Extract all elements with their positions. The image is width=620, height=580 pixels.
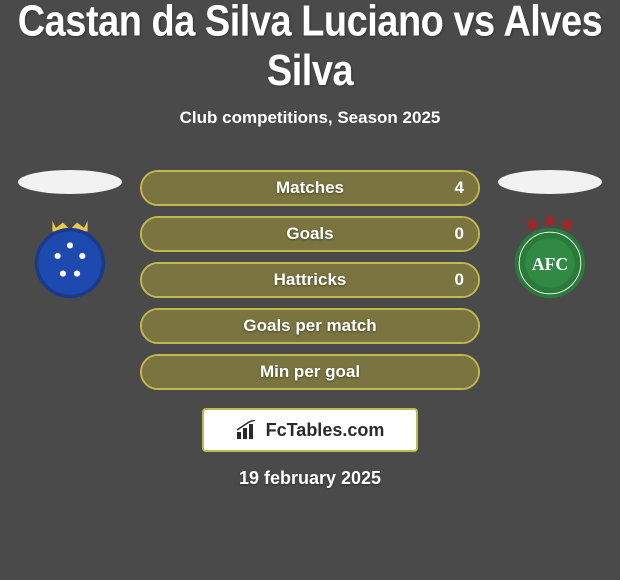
cruzeiro-badge-icon	[21, 212, 119, 300]
stat-label: Goals per match	[243, 316, 376, 336]
date-text: 19 february 2025	[0, 468, 620, 489]
left-player-ellipse	[18, 170, 122, 194]
svg-text:AFC: AFC	[532, 254, 568, 274]
stat-pill-mpg: Min per goal	[140, 354, 480, 390]
chart-bars-icon	[236, 420, 260, 440]
stat-pill-hattricks: Hattricks 0	[140, 262, 480, 298]
page-title: Castan da Silva Luciano vs Alves Silva	[0, 0, 620, 96]
right-player-ellipse	[498, 170, 602, 194]
right-club-badge: AFC	[501, 212, 599, 300]
left-club-badge	[21, 212, 119, 300]
stat-value-right: 4	[455, 178, 464, 198]
stat-pill-matches: Matches 4	[140, 170, 480, 206]
stat-value-right: 0	[455, 224, 464, 244]
stat-label: Matches	[276, 178, 344, 198]
brand-box[interactable]: FcTables.com	[202, 408, 418, 452]
stat-value-right: 0	[455, 270, 464, 290]
right-player-column: AFC	[498, 170, 602, 300]
brand-text: FcTables.com	[266, 420, 385, 441]
stat-label: Goals	[286, 224, 333, 244]
stat-label: Min per goal	[260, 362, 360, 382]
left-player-column	[18, 170, 122, 300]
stats-column: Matches 4 Goals 0 Hattricks 0 Goals per …	[140, 170, 480, 390]
stat-pill-goals: Goals 0	[140, 216, 480, 252]
stat-label: Hattricks	[274, 270, 347, 290]
subtitle: Club competitions, Season 2025	[0, 108, 620, 128]
stat-pill-gpm: Goals per match	[140, 308, 480, 344]
main-row: Matches 4 Goals 0 Hattricks 0 Goals per …	[0, 170, 620, 390]
america-mg-badge-icon: AFC	[501, 212, 599, 300]
infographic-container: Castan da Silva Luciano vs Alves Silva C…	[0, 0, 620, 580]
